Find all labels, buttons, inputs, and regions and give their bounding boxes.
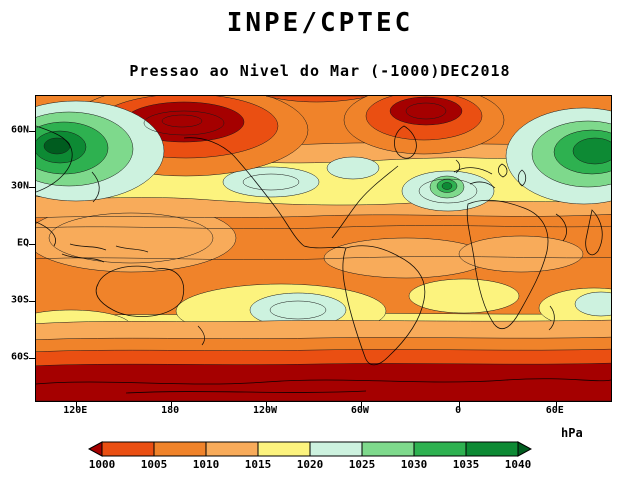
colorbar-tick-label: 1000	[88, 458, 116, 471]
colorbar-tick-label: 1010	[192, 458, 220, 471]
lon-tick-label: 60W	[350, 405, 369, 416]
lat-tick-label: 60S	[10, 351, 29, 363]
filled-contours	[36, 96, 611, 401]
chart-title: Pressao ao Nivel do Mar (-1000)DEC2018	[129, 62, 511, 80]
latitude-axis: 60N 30N EQ 30S 60S	[0, 95, 33, 400]
colorbar-tick-label: 1030	[400, 458, 428, 471]
lon-tick-mark	[360, 402, 362, 408]
lat-tick-mark	[29, 300, 35, 302]
lat-tick-label: 30S	[10, 294, 29, 306]
lat-tick-mark	[29, 131, 35, 133]
lon-tick-mark	[555, 402, 557, 408]
colorbar-tick-label: 1025	[348, 458, 376, 471]
lon-tick-label: 60E	[545, 405, 564, 416]
lon-tick-label: 120E	[63, 405, 88, 416]
colorbar-labels: 1000 1005 1010 1015 1020 1025 1030 1035 1040	[88, 441, 532, 477]
page-title: INPE/CPTEC	[226, 8, 414, 38]
colorbar-right-arrow	[517, 441, 533, 457]
pressure-contour-map	[36, 96, 611, 401]
lon-tick-mark	[266, 402, 267, 408]
lat-tick-mark	[29, 243, 35, 245]
lon-tick-label: 180	[161, 405, 180, 416]
lat-tick-label: EQ	[16, 237, 29, 249]
lat-tick-label: 60N	[10, 124, 29, 136]
colorbar-scale	[87, 441, 533, 457]
colorbar-unit-label: hPa	[561, 426, 583, 440]
lon-tick-mark	[459, 402, 461, 408]
colorbar-tick-label: 1040	[504, 458, 532, 471]
coastlines	[36, 125, 611, 394]
colorbar-tick-label: 1035	[452, 458, 480, 471]
lon-tick-mark	[171, 402, 173, 408]
colorbar: 1000 1005 1010 1015 1020 1025 1030 1035 1040	[87, 441, 533, 477]
colorbar-tick-label: 1020	[296, 458, 324, 471]
colorbar-tick-label: 1005	[140, 458, 168, 471]
lon-tick-mark	[76, 402, 78, 408]
lat-tick-mark	[29, 186, 35, 188]
contour-lines	[36, 102, 611, 320]
lon-tick-label: 0	[455, 405, 462, 416]
longitude-axis: 120E 180 120W 60W 0 60E	[35, 405, 610, 421]
colorbar-tick-label: 1015	[244, 458, 272, 471]
lon-tick-label: 120W	[252, 405, 278, 416]
lat-tick-label: 30N	[10, 180, 29, 192]
lat-tick-mark	[29, 358, 35, 360]
map-frame	[29, 95, 612, 408]
